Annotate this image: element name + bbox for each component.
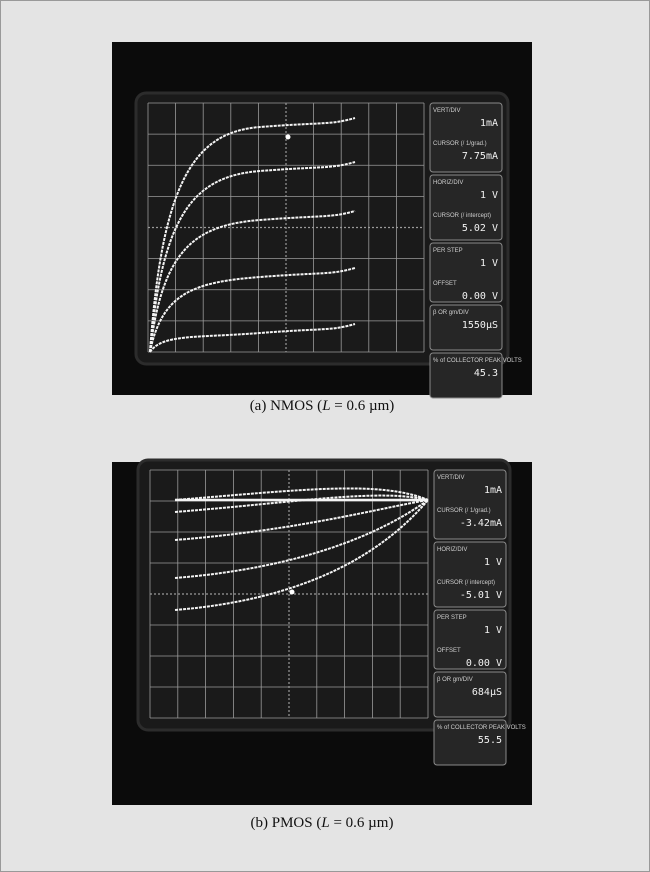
readout-label: β OR gm/DIV bbox=[437, 677, 473, 683]
readout-value: 45.3 bbox=[474, 368, 498, 379]
trace bbox=[174, 499, 429, 541]
caption-symbol: L bbox=[320, 815, 329, 831]
readout-label: CURSOR (/ intercept) bbox=[433, 213, 491, 219]
trace bbox=[174, 494, 429, 513]
caption-prefix: (b) PMOS ( bbox=[251, 815, 322, 831]
readout-value: 1 V bbox=[484, 625, 502, 636]
cursor-dot bbox=[289, 589, 295, 595]
trace bbox=[174, 487, 429, 501]
readout-value: 0.00 V bbox=[466, 658, 502, 669]
readout-box bbox=[433, 541, 507, 608]
readout-value: 5.02 V bbox=[462, 223, 498, 234]
readout-box bbox=[429, 102, 503, 173]
caption: (a) NMOS (L = 0.6 µm) bbox=[250, 398, 395, 414]
trace bbox=[149, 267, 356, 353]
caption-suffix: = 0.6 µm) bbox=[330, 815, 394, 831]
readout-label: CURSOR (/ intercept) bbox=[437, 580, 495, 586]
readout-box bbox=[433, 671, 507, 718]
readout-value: 1mA bbox=[480, 118, 498, 129]
readout-value: 1 V bbox=[480, 258, 498, 269]
readout-value: -5.01 V bbox=[460, 590, 502, 601]
readout-label: CURSOR (/ 1/grad.) bbox=[437, 508, 491, 514]
readout-label: % of COLLECTOR PEAK VOLTS bbox=[437, 725, 526, 731]
trace bbox=[149, 161, 356, 353]
readout-label: OFFSET bbox=[433, 281, 457, 287]
readout-value: 0.00 V bbox=[462, 291, 498, 302]
readout-label: HORIZ/DIV bbox=[437, 547, 467, 553]
screen bbox=[136, 458, 512, 732]
caption-prefix: (a) NMOS ( bbox=[250, 398, 323, 414]
trace bbox=[149, 210, 356, 353]
caption: (b) PMOS (L = 0.6 µm) bbox=[251, 815, 394, 831]
trace bbox=[174, 499, 429, 579]
trace bbox=[149, 323, 356, 353]
caption-symbol: L bbox=[321, 398, 330, 414]
readout-box bbox=[429, 352, 503, 399]
readout-box bbox=[429, 242, 503, 303]
readout-box bbox=[429, 174, 503, 241]
readout-box bbox=[433, 719, 507, 766]
readout-label: VERT/DIV bbox=[437, 475, 465, 481]
trace bbox=[149, 117, 356, 353]
readout-value: 1 V bbox=[484, 557, 502, 568]
scope-photo: VERT/DIV 1mA CURSOR (/ 1/grad.) -3.42mA HORI… bbox=[112, 458, 532, 805]
readout-value: 684µS bbox=[472, 687, 502, 698]
readout-label: % of COLLECTOR PEAK VOLTS bbox=[433, 358, 522, 364]
readout-box bbox=[429, 304, 503, 351]
readout-value: -3.42mA bbox=[460, 518, 502, 529]
readout-box bbox=[433, 469, 507, 540]
readout-label: OFFSET bbox=[437, 648, 461, 654]
readout-value: 1 V bbox=[480, 190, 498, 201]
screen bbox=[134, 91, 510, 366]
readout-label: PER STEP bbox=[437, 615, 467, 621]
readout-label: HORIZ/DIV bbox=[433, 180, 463, 186]
readout-label: β OR gm/DIV bbox=[433, 310, 469, 316]
trace bbox=[174, 499, 429, 611]
readout-label: VERT/DIV bbox=[433, 108, 461, 114]
readout-value: 1mA bbox=[484, 485, 502, 496]
readout-label: PER STEP bbox=[433, 248, 463, 254]
readout-value: 55.5 bbox=[478, 735, 502, 746]
readout-label: CURSOR (/ 1/grad.) bbox=[433, 141, 487, 147]
readout-value: 1550µS bbox=[462, 320, 498, 331]
readout-value: 7.75mA bbox=[462, 151, 498, 162]
caption-suffix: = 0.6 µm) bbox=[331, 398, 395, 414]
scope-photo: VERT/DIV 1mA CURSOR (/ 1/grad.) 7.75mA HORIZ… bbox=[112, 42, 532, 399]
cursor-dot bbox=[285, 134, 291, 140]
readout-box bbox=[433, 609, 507, 670]
